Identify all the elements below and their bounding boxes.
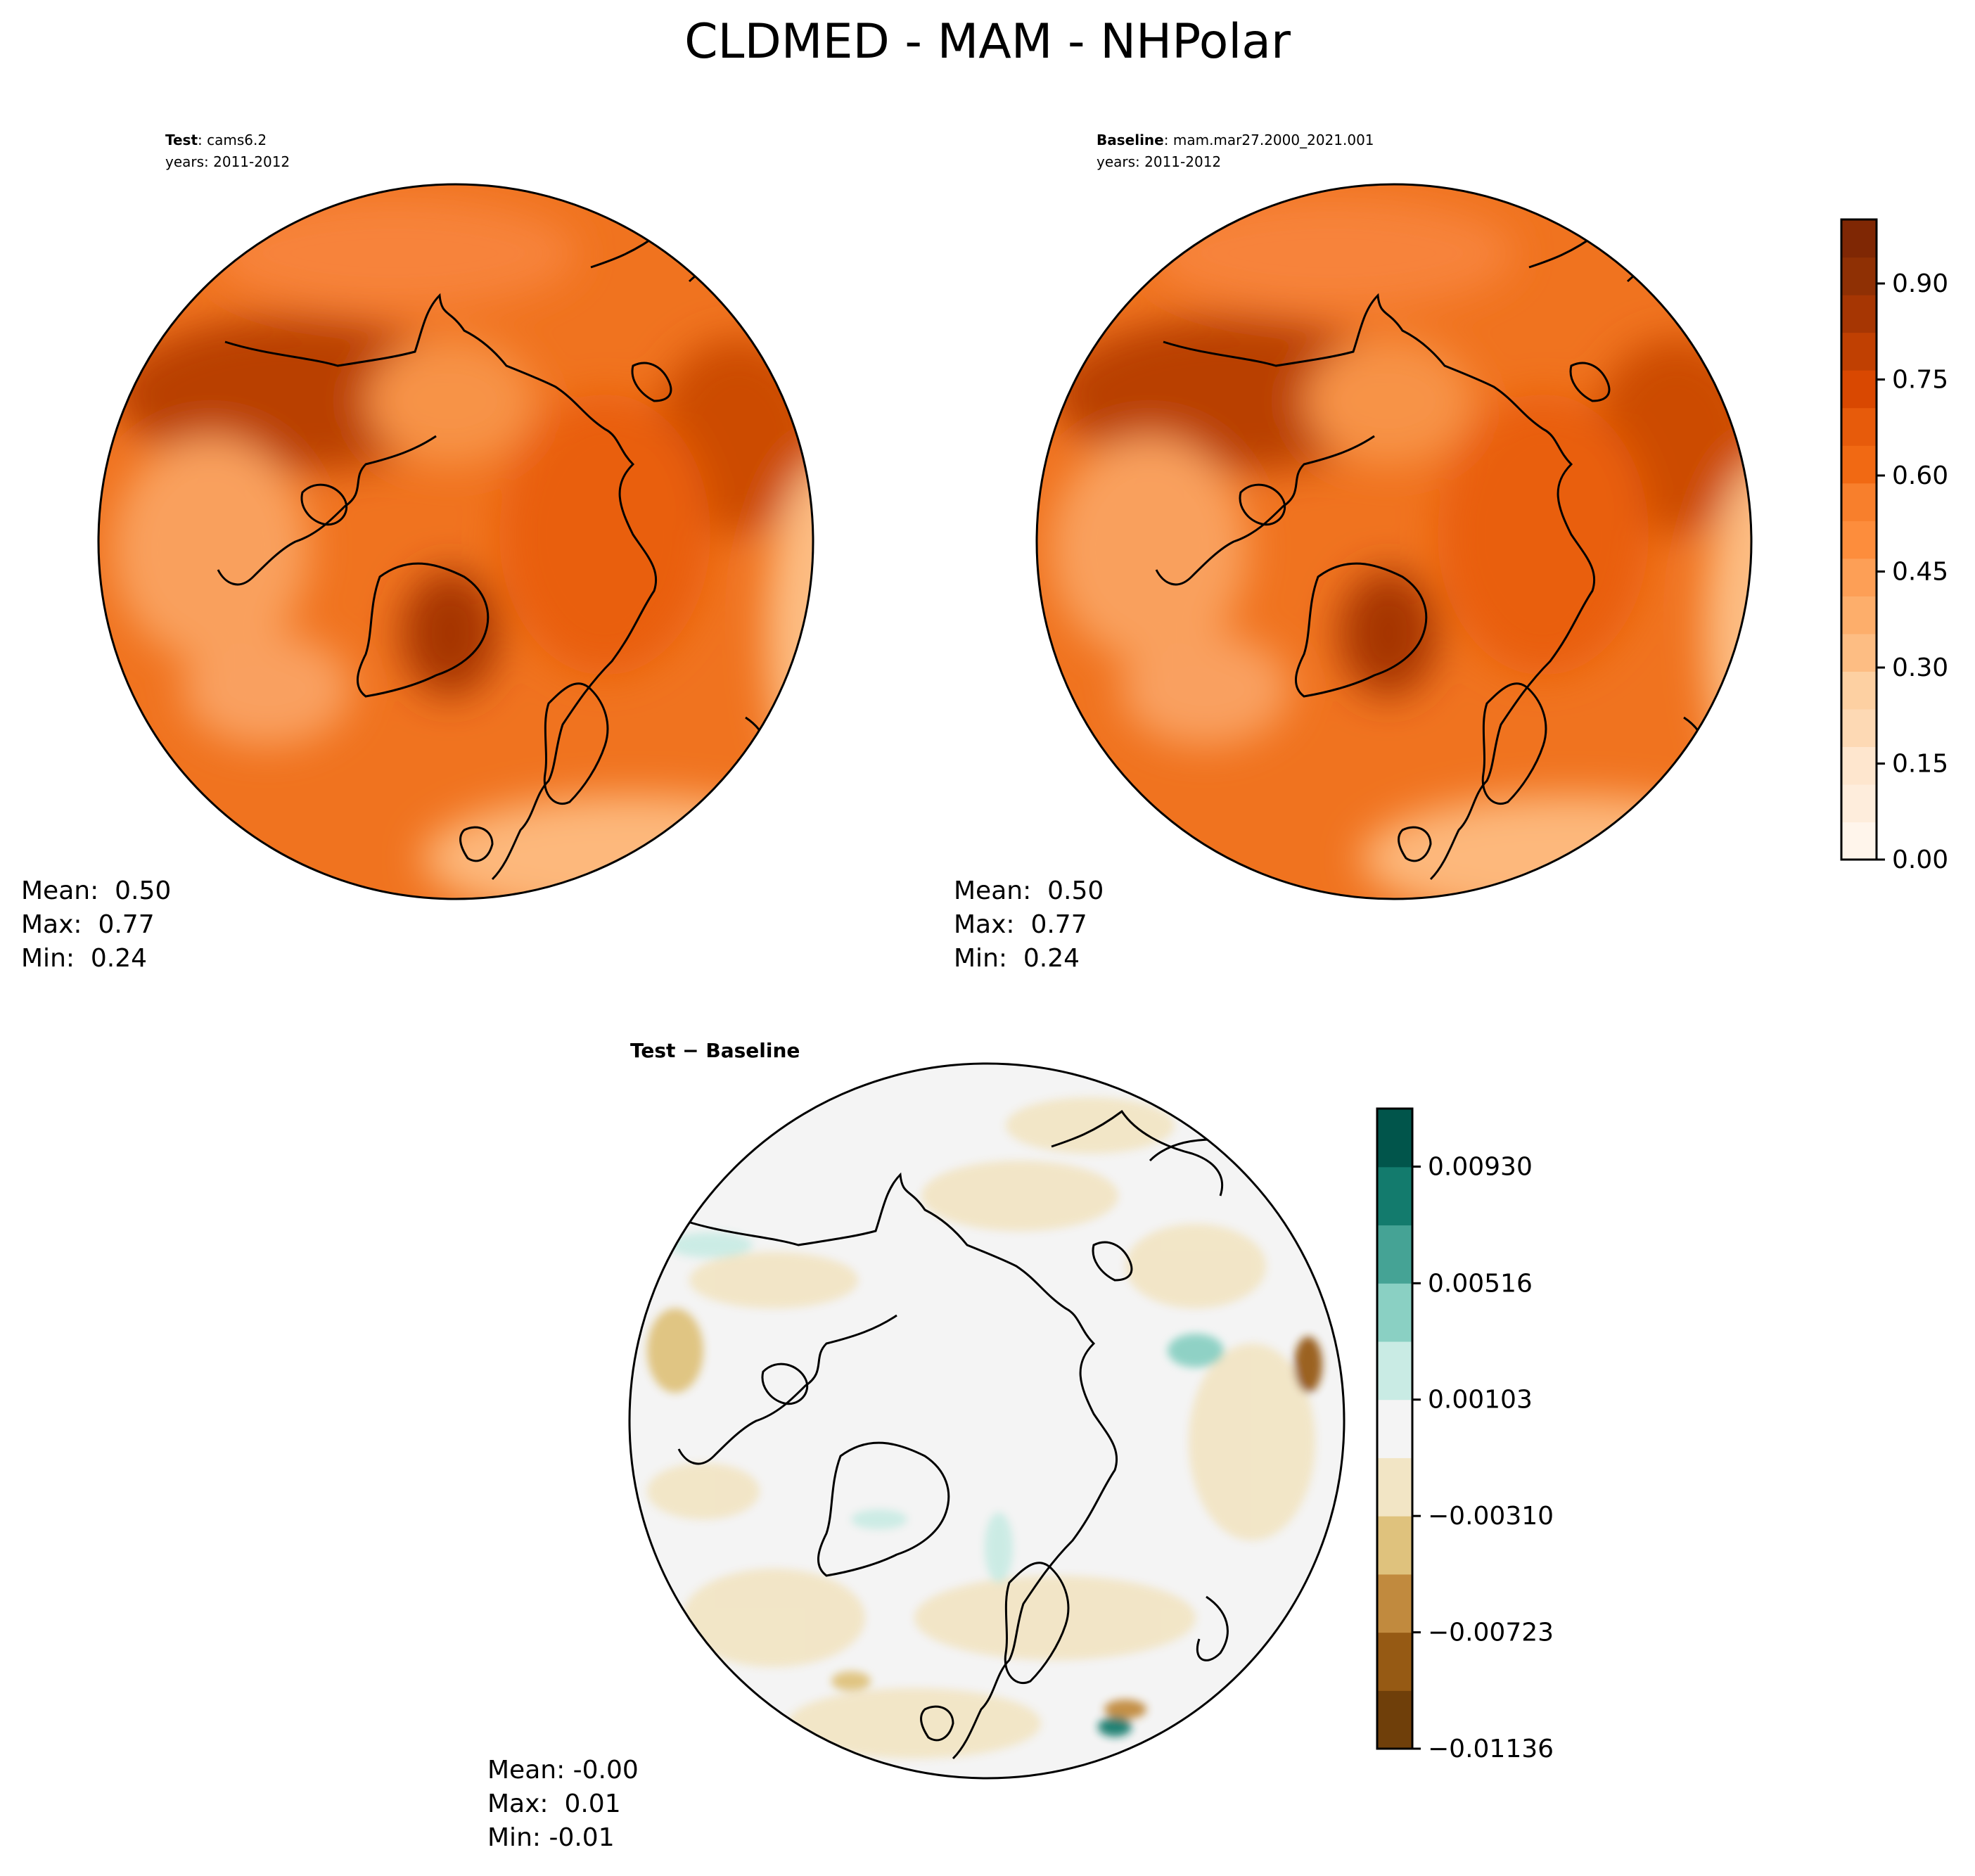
colorbar-segment — [1377, 1457, 1412, 1517]
colorbar-segment — [1377, 1109, 1412, 1168]
test-years: years: 2011-2012 — [165, 153, 290, 170]
colorbar-difference: −0.01136 −0.00723 −0.00310 0.00103 0.00516 0.… — [1376, 1107, 1554, 1763]
figure-title: CLDMED - MAM - NHPolar — [684, 14, 1291, 70]
colorbar-tick-label: 0.00516 — [1428, 1269, 1533, 1298]
colorbar-tick-label: 0.90 — [1892, 269, 1948, 298]
colorbar-segment — [1841, 370, 1877, 409]
colorbar-test-baseline: 0.00 0.15 0.30 0.45 0.60 0.75 0.90 — [1840, 218, 1948, 874]
colorbar-segment — [1841, 708, 1877, 748]
diff-field — [629, 1064, 1344, 1778]
colorbar-tick-label: 0.00103 — [1428, 1386, 1533, 1415]
test-field — [98, 184, 813, 899]
baseline-map — [1035, 183, 1753, 900]
colorbar-segment — [1841, 746, 1877, 785]
baseline-coastlines — [1155, 230, 1741, 881]
colorbar-segment — [1841, 295, 1877, 333]
colorbar-segment — [1841, 633, 1877, 672]
colorbar-segment — [1377, 1166, 1412, 1226]
diff-map — [628, 1062, 1346, 1780]
colorbar-segment — [1841, 671, 1877, 710]
test-stat-mean: Mean: 0.50 — [21, 876, 171, 905]
colorbar-frame — [1376, 1107, 1414, 1750]
diff-panel-title: Test − Baseline — [630, 1039, 800, 1062]
colorbar-frame — [1840, 218, 1878, 861]
colorbar-segment — [1377, 1690, 1412, 1749]
colorbar-tick-label: −0.00723 — [1428, 1619, 1554, 1647]
colorbar-tick-label: 0.00930 — [1428, 1153, 1533, 1182]
baseline-header-label: Baseline — [1097, 132, 1164, 148]
test-stat-max: Max: 0.77 — [21, 910, 155, 939]
baseline-header-sep: : — [1164, 132, 1173, 148]
colorbar-segment — [1377, 1341, 1412, 1400]
svg-text:Test: cams6.2: Test: cams6.2 — [165, 132, 267, 148]
baseline-panel-header: Baseline: mam.mar27.2000_2021.001 years:… — [1097, 132, 1374, 170]
colorbar-tick-label: 0.45 — [1892, 558, 1948, 587]
diff-stat-min: Min: -0.01 — [487, 1823, 615, 1852]
test-map — [97, 183, 814, 900]
colorbar-segment — [1841, 822, 1877, 860]
baseline-stat-min: Min: 0.24 — [954, 944, 1080, 973]
baseline-field — [1037, 184, 1751, 899]
colorbar-segment — [1841, 332, 1877, 371]
colorbar-segment — [1377, 1574, 1412, 1633]
colorbar-segment — [1377, 1632, 1412, 1691]
colorbar-tick-label: 0.00 — [1892, 846, 1948, 874]
test-stat-min: Min: 0.24 — [21, 944, 147, 973]
baseline-stats: Mean: 0.50 Max: 0.77 Min: 0.24 — [954, 876, 1104, 973]
test-header-label: Test — [165, 132, 198, 148]
colorbar-segment — [1377, 1516, 1412, 1575]
diff-stats: Mean: -0.00 Max: 0.01 Min: -0.01 — [487, 1756, 639, 1852]
colorbar-segment — [1841, 521, 1877, 559]
colorbar-tick-label: −0.00310 — [1428, 1502, 1554, 1531]
baseline-header-value: mam.mar27.2000_2021.001 — [1173, 132, 1374, 148]
colorbar-segment — [1377, 1283, 1412, 1342]
test-header-value: cams6.2 — [207, 132, 267, 148]
colorbar-segment — [1841, 784, 1877, 823]
colorbar-segment — [1377, 1225, 1412, 1284]
colorbar-segment — [1841, 558, 1877, 596]
colorbar-segment — [1841, 219, 1877, 258]
colorbar-tick-label: 0.60 — [1892, 461, 1948, 490]
colorbar-segment — [1841, 257, 1877, 295]
colorbar-segment — [1841, 445, 1877, 484]
colorbar-tick-label: 0.75 — [1892, 366, 1948, 395]
test-map-boundary — [97, 183, 814, 900]
colorbar-tick-label: 0.15 — [1892, 750, 1948, 779]
colorbar-segment — [1841, 407, 1877, 446]
colorbar-tick-label: 0.30 — [1892, 653, 1948, 682]
baseline-stat-max: Max: 0.77 — [954, 910, 1087, 939]
baseline-map-boundary — [1035, 183, 1753, 900]
test-stats: Mean: 0.50 Max: 0.77 Min: 0.24 — [21, 876, 171, 973]
colorbar-tick-label: −0.01136 — [1428, 1735, 1554, 1763]
colorbar-segment — [1377, 1399, 1412, 1458]
diff-map-boundary — [628, 1062, 1346, 1780]
diff-stat-mean: Mean: -0.00 — [487, 1756, 639, 1785]
baseline-stat-mean: Mean: 0.50 — [954, 876, 1104, 905]
test-header-sep: : — [198, 132, 207, 148]
diff-stat-max: Max: 0.01 — [487, 1789, 621, 1818]
colorbar-segment — [1841, 596, 1877, 634]
svg-text:Baseline: mam.mar27.2000_2021.: Baseline: mam.mar27.2000_2021.001 — [1097, 132, 1374, 148]
baseline-years: years: 2011-2012 — [1097, 153, 1221, 170]
colorbar-segment — [1841, 483, 1877, 521]
test-panel-header: Test: cams6.2 years: 2011-2012 — [165, 132, 290, 170]
